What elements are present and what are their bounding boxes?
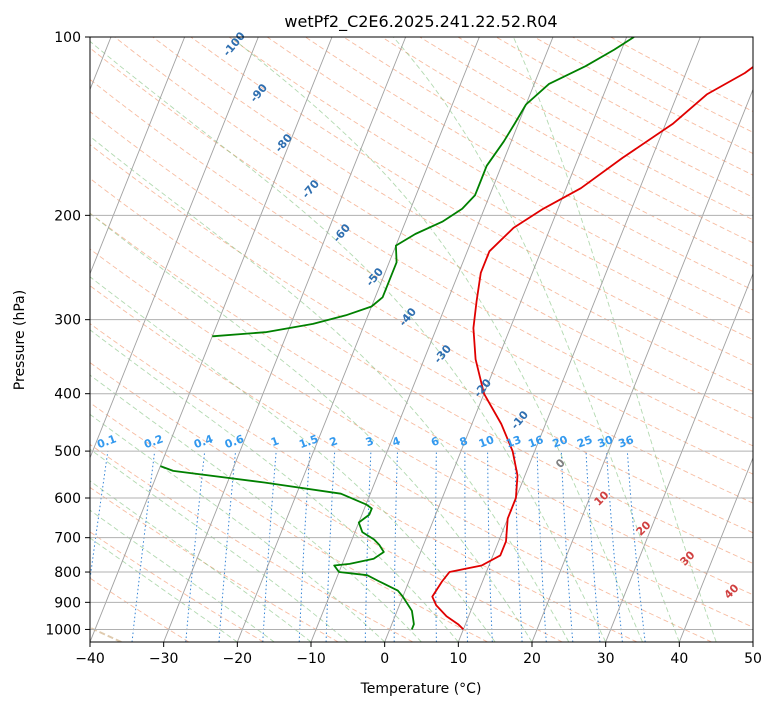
y-tick-label: 800 (54, 565, 81, 581)
y-tick-label: 500 (54, 444, 81, 460)
y-tick-label: 300 (54, 313, 81, 329)
x-tick-label: 30 (597, 651, 615, 667)
y-axis-label: Pressure (hPa) (12, 290, 28, 390)
x-tick-label: 50 (744, 651, 762, 667)
y-tick-label: 700 (54, 531, 81, 547)
x-tick-label: 0 (380, 651, 389, 667)
x-tick-label: −10 (296, 651, 326, 667)
x-tick-label: 10 (449, 651, 467, 667)
x-axis-label: Temperature (°C) (360, 681, 482, 697)
y-tick-label: 400 (54, 387, 81, 403)
x-tick-label: 40 (670, 651, 688, 667)
x-tick-label: −30 (149, 651, 179, 667)
chart-title: wetPf2_C2E6.2025.241.22.52.R04 (284, 12, 557, 32)
y-tick-label: 900 (54, 595, 81, 611)
x-tick-label: 20 (523, 651, 541, 667)
x-tick-label: −40 (75, 651, 105, 667)
x-tick-label: −20 (223, 651, 253, 667)
y-tick-label: 1000 (45, 622, 81, 638)
y-tick-label: 600 (54, 491, 81, 507)
y-tick-label: 200 (54, 208, 81, 224)
y-tick-label: 100 (54, 30, 81, 46)
